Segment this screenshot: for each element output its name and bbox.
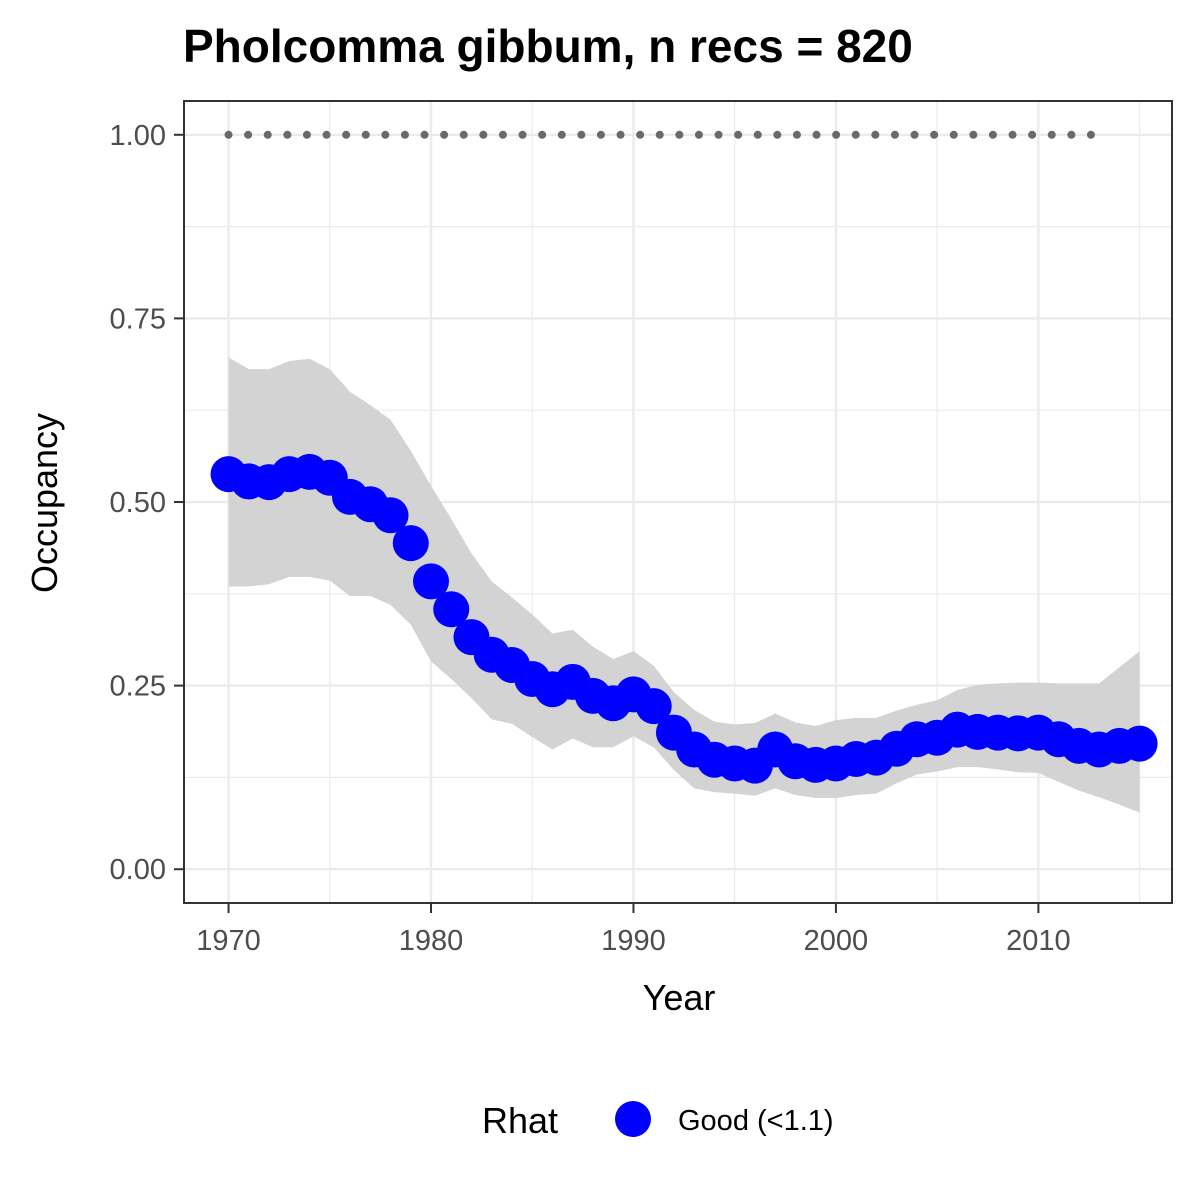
x-tick-label: 1970 — [196, 925, 261, 957]
legend: Rhat Good (<1.1) — [482, 1100, 834, 1141]
x-tick-label: 2010 — [1006, 925, 1071, 957]
legend-label-good: Good (<1.1) — [678, 1105, 834, 1137]
legend-title: Rhat — [482, 1100, 558, 1141]
data-point — [1121, 725, 1158, 762]
x-tick-label: 1980 — [399, 925, 464, 957]
y-tick-label: 0.75 — [110, 303, 166, 335]
chart-title: Pholcomma gibbum, n recs = 820 — [183, 20, 913, 72]
data-point — [372, 497, 409, 534]
x-tick-label: 1990 — [601, 925, 666, 957]
y-axis: 0.00 0.25 0.50 0.75 1.00 — [110, 120, 184, 886]
x-tick-label: 2000 — [804, 925, 869, 957]
legend-key-good — [615, 1101, 651, 1137]
occupancy-points — [210, 453, 1158, 784]
y-tick-label: 0.50 — [110, 487, 166, 519]
x-axis-title: Year — [643, 977, 716, 1018]
y-tick-label: 1.00 — [110, 120, 166, 152]
data-point — [413, 563, 449, 600]
x-axis: 1970 1980 1990 2000 2010 — [196, 903, 1071, 957]
data-point — [635, 688, 672, 725]
y-tick-label: 0.00 — [110, 854, 166, 886]
data-point — [392, 525, 429, 562]
y-axis-title: Occupancy — [24, 413, 65, 593]
data-point — [433, 591, 470, 628]
y-tick-label: 0.25 — [110, 671, 166, 703]
